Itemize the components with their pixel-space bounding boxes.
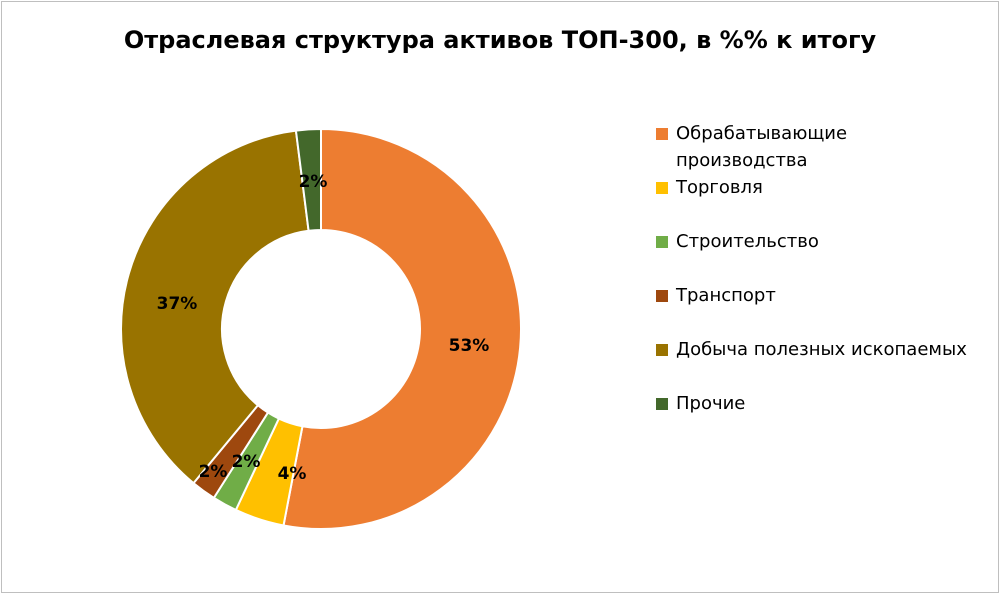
legend-item: Торговля xyxy=(656,174,996,201)
data-label-other: 2% xyxy=(299,172,328,192)
legend-item: Транспорт xyxy=(656,282,996,309)
data-label-manufacturing: 53% xyxy=(449,336,490,356)
legend-label: Транспорт xyxy=(676,285,776,306)
legend-label: Прочие xyxy=(676,393,746,414)
data-label-trade: 4% xyxy=(278,464,307,484)
data-label-transport: 2% xyxy=(199,462,228,482)
legend-label: Строительство xyxy=(676,231,819,252)
slice-other xyxy=(294,127,322,232)
legend-swatch xyxy=(656,344,668,356)
legend-swatch xyxy=(656,398,668,410)
legend-item: Прочие xyxy=(656,390,996,417)
legend-swatch xyxy=(656,290,668,302)
chart-title: Отраслевая структура активов ТОП-300, в … xyxy=(123,26,877,54)
legend-item: Обрабатывающие производства xyxy=(656,120,856,174)
legend-label: Торговля xyxy=(676,177,763,198)
legend-item: Добыча полезных ископаемых xyxy=(656,336,996,363)
legend-label: Обрабатывающие производства xyxy=(676,123,848,171)
data-label-mining: 37% xyxy=(157,294,198,314)
legend-label: Добыча полезных ископаемых xyxy=(676,339,967,360)
legend-swatch xyxy=(656,182,668,194)
legend-swatch xyxy=(656,128,668,140)
data-label-construction: 2% xyxy=(232,452,261,472)
slice-mining xyxy=(120,129,310,485)
legend-swatch xyxy=(656,236,668,248)
legend-item: Строительство xyxy=(656,228,996,255)
slice-manufacturing xyxy=(282,127,522,530)
